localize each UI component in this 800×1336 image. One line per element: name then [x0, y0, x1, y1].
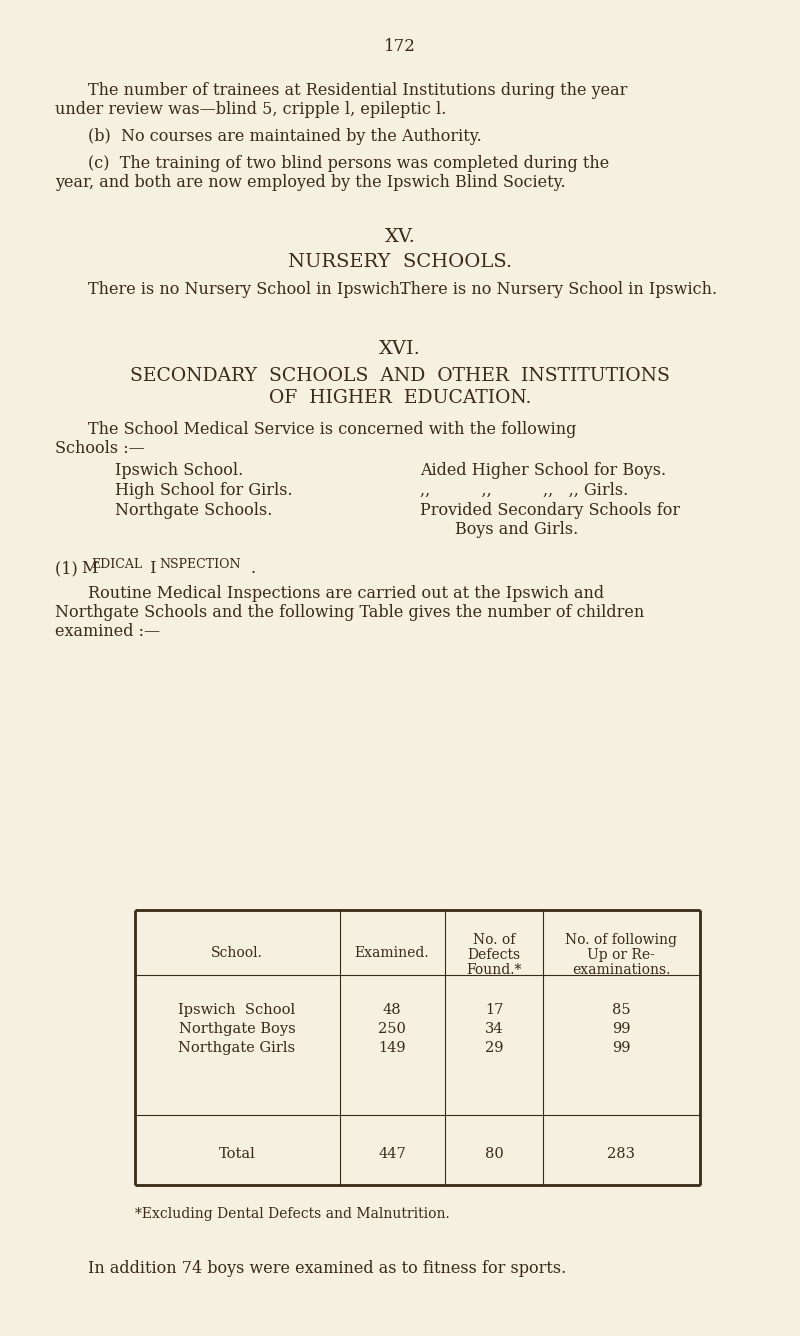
Text: ,,          ,,          ,,   ,, Girls.: ,, ,, ,, ,, Girls. — [420, 482, 628, 500]
Text: (b)  No courses are maintained by the Authority.: (b) No courses are maintained by the Aut… — [88, 128, 482, 146]
Text: .: . — [250, 560, 255, 577]
Text: 17: 17 — [485, 1003, 503, 1017]
Text: examinations.: examinations. — [572, 963, 670, 977]
Text: SECONDARY  SCHOOLS  AND  OTHER  INSTITUTIONS: SECONDARY SCHOOLS AND OTHER INSTITUTIONS — [130, 367, 670, 385]
Text: 447: 447 — [378, 1148, 406, 1161]
Text: examined :—: examined :— — [55, 623, 160, 640]
Text: *Excluding Dental Defects and Malnutrition.: *Excluding Dental Defects and Malnutriti… — [135, 1206, 450, 1221]
Text: I: I — [145, 560, 157, 577]
Text: EDICAL: EDICAL — [91, 558, 142, 570]
Text: Northgate Girls: Northgate Girls — [178, 1041, 295, 1055]
Text: Total: Total — [218, 1148, 255, 1161]
Text: Ipswich School.: Ipswich School. — [115, 462, 243, 480]
Text: Defects: Defects — [467, 949, 521, 962]
Text: Northgate Schools.: Northgate Schools. — [115, 502, 272, 518]
Text: Routine Medical Inspections are carried out at the Ipswich and: Routine Medical Inspections are carried … — [88, 585, 604, 603]
Text: No. of following: No. of following — [565, 933, 677, 947]
Text: NSPECTION: NSPECTION — [159, 558, 241, 570]
Text: Ipswich  School: Ipswich School — [178, 1003, 295, 1017]
Text: Northgate Schools and the following Table gives the number of children: Northgate Schools and the following Tabl… — [55, 604, 644, 621]
Text: Aided Higher School for Boys.: Aided Higher School for Boys. — [420, 462, 666, 480]
Text: 172: 172 — [384, 37, 416, 55]
Text: There is no Nursery School in Ipswich.: There is no Nursery School in Ipswich. — [400, 281, 717, 298]
Text: OF  HIGHER  EDUCATION.: OF HIGHER EDUCATION. — [269, 389, 531, 407]
Text: 99: 99 — [612, 1022, 630, 1035]
Text: (1): (1) — [55, 560, 83, 577]
Text: under review was—blind 5, cripple l, epileptic l.: under review was—blind 5, cripple l, epi… — [55, 102, 446, 118]
Text: Northgate Boys: Northgate Boys — [178, 1022, 295, 1035]
Text: M: M — [81, 560, 98, 577]
Text: Boys and Girls.: Boys and Girls. — [455, 521, 578, 538]
Text: 80: 80 — [485, 1148, 503, 1161]
Text: The School Medical Service is concerned with the following: The School Medical Service is concerned … — [88, 421, 576, 438]
Text: 99: 99 — [612, 1041, 630, 1055]
Text: 85: 85 — [612, 1003, 630, 1017]
Text: There is no Nursery School in Ipswich.: There is no Nursery School in Ipswich. — [88, 281, 405, 298]
Text: 283: 283 — [607, 1148, 635, 1161]
Text: 34: 34 — [485, 1022, 503, 1035]
Text: No. of: No. of — [473, 933, 515, 947]
Text: (c)  The training of two blind persons was completed during the: (c) The training of two blind persons wa… — [88, 155, 610, 172]
Text: year, and both are now employed by the Ipswich Blind Society.: year, and both are now employed by the I… — [55, 174, 566, 191]
Text: 250: 250 — [378, 1022, 406, 1035]
Text: XVI.: XVI. — [379, 339, 421, 358]
Text: Up or Re-: Up or Re- — [587, 949, 655, 962]
Text: The number of trainees at Residential Institutions during the year: The number of trainees at Residential In… — [88, 81, 627, 99]
Text: 29: 29 — [485, 1041, 503, 1055]
Text: Found.*: Found.* — [466, 963, 522, 977]
Text: XV.: XV. — [385, 228, 415, 246]
Text: Provided Secondary Schools for: Provided Secondary Schools for — [420, 502, 680, 518]
Text: Schools :—: Schools :— — [55, 440, 145, 457]
Text: Examined.: Examined. — [354, 946, 430, 961]
Text: In addition 74 boys were examined as to fitness for sports.: In addition 74 boys were examined as to … — [88, 1260, 566, 1277]
Text: 149: 149 — [378, 1041, 406, 1055]
Text: School.: School. — [211, 946, 263, 961]
Text: 48: 48 — [382, 1003, 402, 1017]
Text: NURSERY  SCHOOLS.: NURSERY SCHOOLS. — [288, 253, 512, 271]
Text: High School for Girls.: High School for Girls. — [115, 482, 293, 500]
